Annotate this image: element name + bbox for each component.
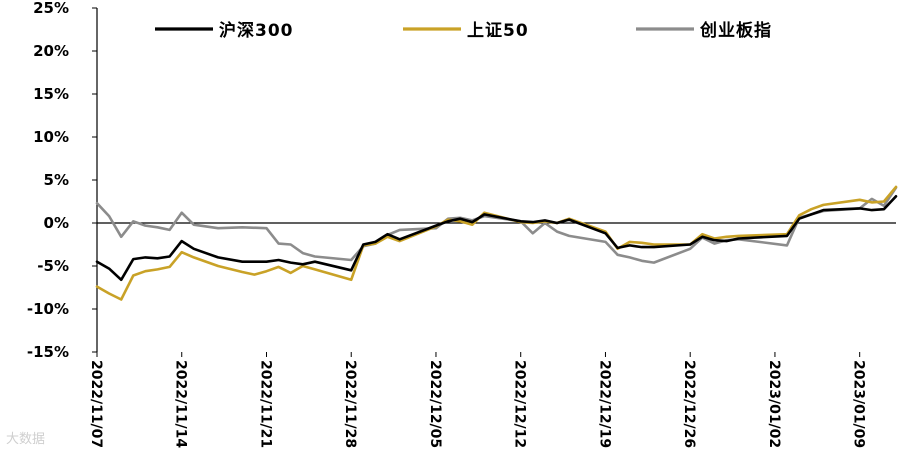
- series-line-1: [95, 195, 898, 282]
- y-tick-label: 10%: [33, 128, 69, 146]
- series-line-2: [95, 185, 898, 301]
- x-tick-label: 2022/12/12: [512, 360, 528, 448]
- legend-label: 创业板指: [699, 20, 772, 41]
- y-tick-label: -15%: [27, 343, 69, 361]
- series-line-3: [95, 186, 898, 264]
- x-tick-label: 2022/12/19: [596, 360, 612, 448]
- x-tick-label: 2023/01/02: [766, 360, 782, 448]
- legend-label: 上证50: [467, 21, 529, 41]
- x-tick-label: 2022/11/07: [88, 360, 104, 448]
- x-tick-label: 2023/01/09: [851, 360, 867, 448]
- legend: 沪深300 上证50 创业板指: [155, 20, 772, 41]
- watermark-text: 大数据: [6, 432, 46, 447]
- x-tick-label: 2022/12/05: [427, 360, 443, 448]
- series-lines: [95, 185, 898, 301]
- legend-label: 沪深300: [219, 20, 294, 41]
- x-axis-ticks: 2022/11/07 2022/11/14 2022/11/21 2022/11/28…: [88, 352, 867, 448]
- x-tick-label: 2022/11/14: [173, 360, 189, 448]
- x-tick-label: 2022/12/26: [681, 360, 697, 448]
- y-tick-label: 20%: [33, 42, 69, 60]
- x-tick-label: 2022/11/21: [257, 360, 273, 448]
- y-tick-label: 0%: [44, 214, 69, 232]
- y-tick-label: 25%: [33, 0, 69, 17]
- y-axis-ticks: 25% 20% 15% 10% 5% 0% -5% -10% -15%: [27, 0, 97, 361]
- axes: [96, 8, 896, 352]
- y-tick-label: 15%: [33, 85, 69, 103]
- y-tick-label: -10%: [27, 300, 69, 318]
- x-tick-label: 2022/11/28: [342, 360, 358, 448]
- y-tick-label: 5%: [44, 171, 69, 189]
- y-tick-label: -5%: [37, 257, 69, 275]
